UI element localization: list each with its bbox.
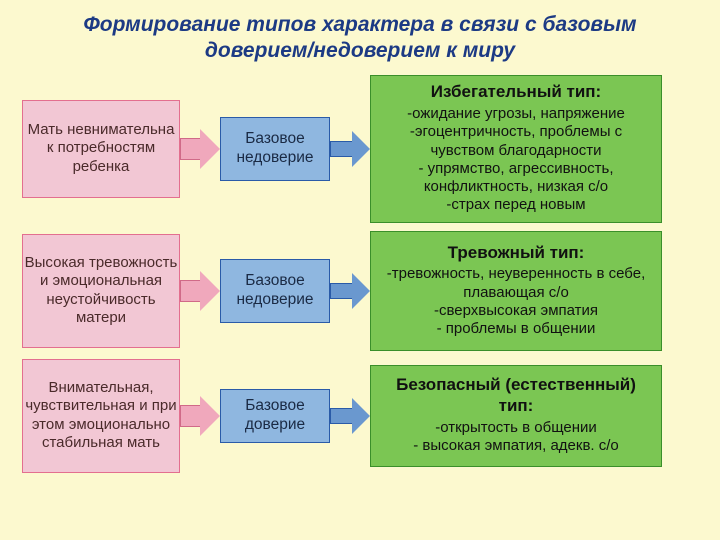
result-title: Тревожный тип: <box>379 243 653 264</box>
result-line: - высокая эмпатия, адекв. с/о <box>379 437 653 455</box>
result-title: Избегательный тип: <box>379 82 653 103</box>
result-line: - проблемы в общении <box>379 320 653 338</box>
result-line: - упрямство, агрессивность, конфликтност… <box>379 160 653 197</box>
cause-box: Внимательная, чувствительная и при этом … <box>22 359 180 473</box>
page-title: Формирование типов характера в связи с б… <box>0 0 720 71</box>
result-line: -открытость в общении <box>379 419 653 437</box>
result-line: -ожидание угрозы, напряжение <box>379 105 653 123</box>
cause-box: Мать невнимательна к потребностям ребенк… <box>22 100 180 198</box>
cause-box: Высокая тревожность и эмоциональная неус… <box>22 234 180 348</box>
result-box: Безопасный (естественный) тип: -открытост… <box>370 365 662 467</box>
result-line: -эгоцентричность, проблемы с чувством бл… <box>379 123 653 160</box>
arrow <box>330 398 370 434</box>
result-line: -страх перед новым <box>379 196 653 214</box>
diagram-row: Мать невнимательна к потребностям ребенк… <box>0 71 720 227</box>
arrow <box>330 131 370 167</box>
diagram-row: Высокая тревожность и эмоциональная неус… <box>0 227 720 355</box>
result-box: Избегательный тип: -ожидание угрозы, напр… <box>370 75 662 223</box>
result-title: Безопасный (естественный) тип: <box>379 375 653 416</box>
diagram-row: Внимательная, чувствительная и при этом … <box>0 355 720 477</box>
arrow <box>330 273 370 309</box>
mid-box: Базовое недоверие <box>220 259 330 323</box>
mid-box: Базовое недоверие <box>220 117 330 181</box>
arrow <box>180 271 220 311</box>
result-line: -сверхвысокая эмпатия <box>379 302 653 320</box>
mid-box: Базовое доверие <box>220 389 330 443</box>
result-line: -тревожность, неуверенность в себе, плав… <box>379 265 653 302</box>
result-box: Тревожный тип:-тревожность, неуверенност… <box>370 231 662 351</box>
arrow <box>180 129 220 169</box>
diagram-rows: Мать невнимательна к потребностям ребенк… <box>0 71 720 477</box>
arrow <box>180 396 220 436</box>
